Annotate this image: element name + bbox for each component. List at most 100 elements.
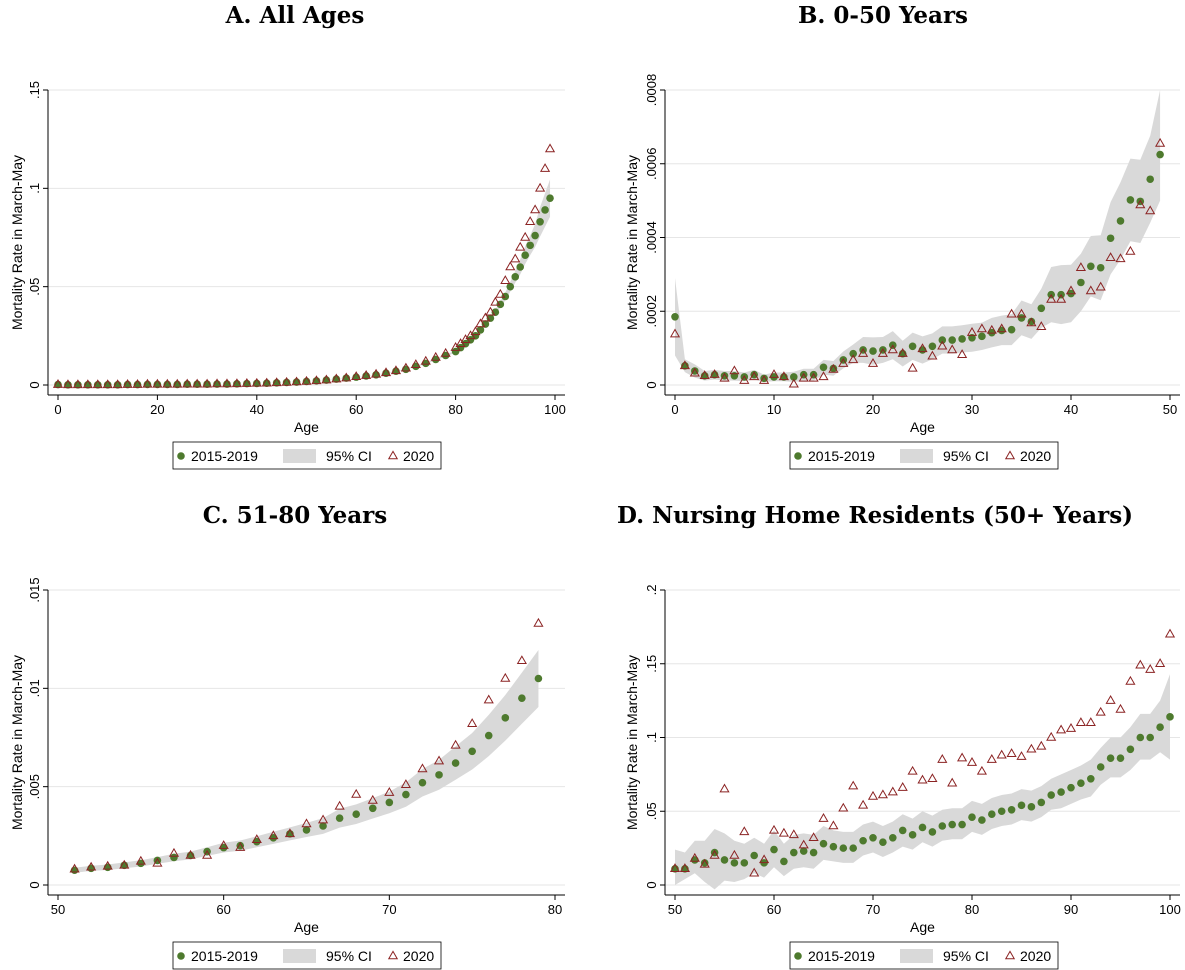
legend-label-2015-2019: 2015-2019 — [808, 448, 875, 464]
series-2020 — [52, 143, 556, 389]
point-2020 — [251, 834, 262, 844]
point-2015-2019 — [829, 364, 838, 373]
point-2020 — [709, 369, 720, 378]
x-tick-label: 0 — [54, 402, 61, 417]
point-2015-2019 — [526, 241, 534, 250]
legend-label-2015-2019: 2015-2019 — [808, 948, 875, 964]
point-2020 — [858, 799, 869, 809]
point-2015-2019 — [501, 714, 510, 722]
x-tick-label: 40 — [1064, 402, 1078, 417]
point-2020 — [689, 367, 700, 377]
point-2020 — [92, 379, 103, 389]
x-tick-label: 20 — [866, 402, 880, 417]
point-2020 — [719, 783, 730, 793]
x-tick-label: 80 — [965, 902, 979, 917]
y-tick-label: .05 — [27, 278, 42, 296]
point-2015-2019 — [988, 328, 996, 337]
point-2015-2019 — [486, 314, 495, 322]
x-tick-label: 40 — [250, 402, 264, 417]
x-tick-label: 30 — [965, 402, 979, 417]
point-2020 — [500, 275, 511, 285]
point-2020 — [996, 323, 1007, 333]
point-2020 — [1105, 695, 1116, 704]
point-2020 — [420, 355, 431, 365]
point-2020 — [749, 371, 760, 381]
point-2020 — [729, 365, 740, 375]
y-tick-label: .015 — [27, 577, 42, 602]
point-2015-2019 — [938, 336, 947, 344]
point-2020 — [510, 253, 521, 263]
point-2015-2019 — [819, 363, 828, 372]
point-2015-2019 — [1037, 798, 1046, 807]
point-2020 — [669, 863, 681, 873]
point-2020 — [947, 344, 958, 354]
point-2015-2019 — [1126, 196, 1135, 204]
ci-band — [675, 674, 1170, 890]
point-2020 — [947, 777, 958, 787]
point-2020 — [331, 373, 342, 383]
legend-swatch-2015-2019 — [794, 452, 802, 460]
point-2020 — [534, 182, 546, 192]
point-2015-2019 — [534, 674, 543, 683]
point-2020 — [818, 813, 829, 822]
y-tick-label: .0002 — [644, 295, 659, 328]
point-2015-2019 — [997, 807, 1006, 816]
point-2020 — [301, 375, 312, 385]
point-2020 — [1135, 659, 1146, 669]
point-2020 — [505, 261, 516, 271]
point-2015-2019 — [269, 834, 278, 842]
point-2020 — [142, 378, 153, 388]
point-2015-2019 — [1057, 788, 1065, 796]
point-2020 — [102, 379, 113, 389]
legend-label-ci: 95% CI — [943, 948, 989, 964]
point-2020 — [62, 379, 74, 389]
point-2015-2019 — [908, 831, 917, 839]
point-2015-2019 — [481, 320, 490, 328]
point-2015-2019 — [1067, 783, 1075, 792]
point-2020 — [957, 752, 968, 762]
point-2015-2019 — [435, 771, 443, 779]
point-2020 — [828, 820, 839, 830]
point-2020 — [1036, 321, 1047, 330]
point-2015-2019 — [750, 851, 758, 860]
point-2015-2019 — [691, 856, 699, 864]
point-2015-2019 — [829, 842, 838, 851]
point-2020 — [390, 365, 402, 375]
point-2020 — [719, 372, 730, 382]
point-2020 — [440, 347, 451, 357]
point-2015-2019 — [1156, 723, 1164, 731]
panel-title: C. 51-80 Years — [203, 502, 388, 529]
y-axis-label: Mortality Rate in March-May — [624, 155, 640, 330]
point-2015-2019 — [859, 836, 867, 845]
legend-swatch-ci — [283, 949, 316, 963]
x-tick-label: 100 — [1159, 902, 1181, 917]
point-2015-2019 — [1027, 803, 1036, 811]
point-2020 — [400, 779, 411, 788]
point-2020 — [887, 344, 898, 354]
legend-label-2020: 2020 — [403, 448, 434, 464]
point-2015-2019 — [958, 335, 966, 343]
point-2020 — [838, 802, 849, 812]
series-2015-2019 — [70, 674, 543, 875]
panel-title: B. 0-50 Years — [798, 2, 968, 29]
point-2015-2019 — [1116, 217, 1125, 225]
point-2015-2019 — [958, 820, 966, 829]
y-tick-label: 0 — [644, 881, 659, 888]
point-2020 — [485, 306, 496, 316]
point-2020 — [370, 368, 382, 378]
point-2020 — [1105, 252, 1116, 262]
legend-swatch-2015-2019 — [177, 452, 185, 460]
point-2015-2019 — [1106, 754, 1115, 762]
point-2015-2019 — [302, 826, 311, 834]
point-2020 — [1145, 205, 1156, 215]
point-2015-2019 — [531, 231, 539, 240]
x-tick-label: 50 — [668, 902, 682, 917]
point-2020 — [739, 826, 750, 836]
point-2020 — [986, 754, 997, 763]
point-2020 — [768, 369, 780, 378]
y-axis-label: Mortality Rate in March-May — [9, 655, 25, 830]
point-2020 — [69, 863, 80, 873]
point-2015-2019 — [236, 841, 245, 850]
point-2015-2019 — [368, 804, 377, 813]
